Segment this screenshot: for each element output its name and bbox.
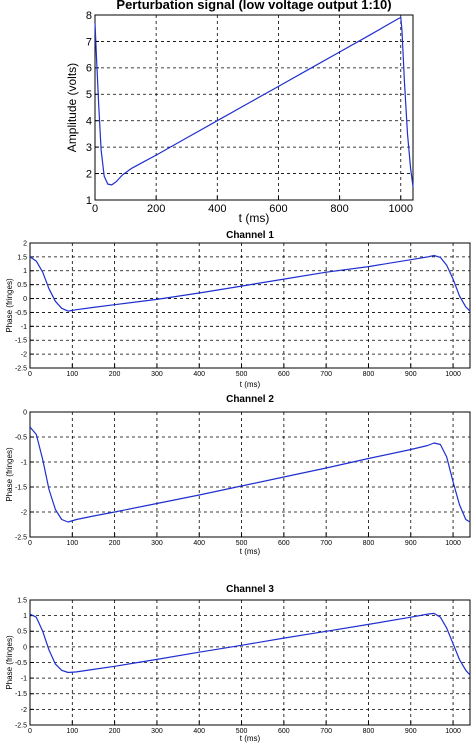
y-tick-label: 0 (23, 644, 27, 651)
x-tick-label: 300 (151, 728, 163, 735)
y-tick-label: -1 (21, 459, 27, 466)
x-tick-label: 200 (109, 371, 121, 378)
y-tick-label: -2.5 (15, 365, 27, 372)
y-tick-label: -2 (21, 707, 27, 714)
y-tick-label: -2.5 (15, 534, 27, 541)
x-tick-label: 800 (363, 371, 375, 378)
x-tick-label: 700 (320, 728, 332, 735)
x-tick-label: 900 (405, 540, 417, 547)
y-tick-label: 6 (86, 63, 92, 75)
x-tick-label: 400 (208, 203, 226, 215)
y-tick-label: -2 (21, 509, 27, 516)
y-tick-label: 2 (86, 168, 92, 180)
chart-2: Channel 10 100 200 300 400 500 600 700 800 900 100… (5, 230, 471, 389)
x-tick-label: 0 (28, 371, 32, 378)
x-axis-label: t (ms) (240, 734, 261, 743)
x-tick-label: 0 (28, 540, 32, 547)
y-tick-label: -1.5 (15, 691, 27, 698)
plot-area (29, 411, 471, 538)
x-tick-label: 400 (193, 540, 205, 547)
y-tick-label: 0.5 (17, 629, 27, 636)
y-tick-label: -1 (21, 676, 27, 683)
x-tick-label: 100 (66, 540, 78, 547)
x-tick-label: 200 (109, 728, 121, 735)
x-axis-label: t (ms) (240, 547, 261, 556)
x-tick-label: 500 (236, 540, 248, 547)
y-tick-label: 0 (23, 409, 27, 416)
x-tick-label: 0 (28, 728, 32, 735)
y-tick-label: -2 (21, 352, 27, 359)
x-tick-label: 600 (278, 371, 290, 378)
x-tick-label: 600 (269, 203, 287, 215)
x-tick-label: 900 (405, 728, 417, 735)
y-tick-label: 0 (23, 296, 27, 303)
x-tick-label: 600 (278, 540, 290, 547)
x-tick-label: 200 (109, 540, 121, 547)
x-tick-label: 700 (320, 371, 332, 378)
x-tick-label: 1000 (445, 371, 461, 378)
x-tick-label: 300 (151, 371, 163, 378)
x-axis-label: t (ms) (239, 211, 270, 225)
chart-title: Perturbation signal (low voltage output … (116, 0, 391, 12)
x-tick-label: 900 (405, 371, 417, 378)
x-tick-label: 800 (363, 540, 375, 547)
series-line-1 (29, 426, 471, 523)
y-tick-label: 1.5 (17, 254, 27, 261)
x-axis-label: t (ms) (240, 380, 261, 389)
y-tick-label: -0.5 (15, 434, 27, 441)
series-line-1 (29, 254, 471, 312)
y-axis-label: Phase (fringes) (5, 635, 14, 690)
chart-3: Channel 2 0 100 200 300 400 500 600 700 800 900 100… (5, 394, 471, 556)
y-tick-label: 1.5 (17, 597, 27, 604)
y-tick-label: 7 (86, 36, 92, 48)
x-tick-label: 500 (236, 728, 248, 735)
x-tick-label: 600 (278, 728, 290, 735)
x-tick-label: 100 (66, 371, 78, 378)
y-tick-label: -0.5 (15, 310, 27, 317)
y-axis-label: Phase (fringes) (5, 278, 14, 333)
y-tick-label: 4 (86, 116, 92, 128)
y-tick-label: 0.5 (17, 282, 27, 289)
x-tick-label: 400 (193, 371, 205, 378)
chart-title: Channel 3 (226, 584, 274, 595)
x-tick-label: 1000 (389, 203, 413, 215)
y-axis-label: Amplitude (volts) (65, 63, 79, 152)
x-tick-label: 700 (320, 540, 332, 547)
y-tick-label: -2.5 (15, 722, 27, 729)
y-tick-label: 5 (86, 89, 92, 101)
y-tick-label: -1 (21, 324, 27, 331)
chart-1: Perturbation signal (low voltage output … (65, 0, 414, 225)
y-tick-label: -1.5 (15, 484, 27, 491)
y-tick-label: 1 (23, 268, 27, 275)
series-line-1 (94, 17, 414, 187)
x-tick-label: 800 (363, 728, 375, 735)
y-tick-label: -0.5 (15, 660, 27, 667)
x-tick-label: 100 (66, 728, 78, 735)
plot-area (29, 242, 471, 369)
y-tick-label: 2 (23, 240, 27, 247)
x-tick-label: 1000 (445, 728, 461, 735)
chart-title: Channel 2 (226, 394, 274, 405)
x-tick-label: 300 (151, 540, 163, 547)
x-tick-label: 1000 (445, 540, 461, 547)
x-tick-label: 500 (236, 371, 248, 378)
y-axis-label: Phase (fringes) (5, 447, 14, 502)
y-tick-label: 1 (86, 195, 92, 207)
y-tick-label: 3 (86, 142, 92, 154)
chart-title: Channel 1 (226, 230, 274, 241)
x-tick-label: 800 (330, 203, 348, 215)
plot-area (94, 14, 414, 201)
x-tick-label: 400 (193, 728, 205, 735)
series-line-1 (29, 612, 471, 676)
x-tick-label: 200 (147, 203, 165, 215)
x-tick-label: 0 (92, 203, 98, 215)
chart-4: Channel 30 100 200 300 400 500 600 700 800 900 100… (5, 584, 471, 743)
y-tick-label: -1.5 (15, 338, 27, 345)
y-tick-label: 1 (23, 613, 27, 620)
y-tick-label: 8 (86, 10, 92, 22)
